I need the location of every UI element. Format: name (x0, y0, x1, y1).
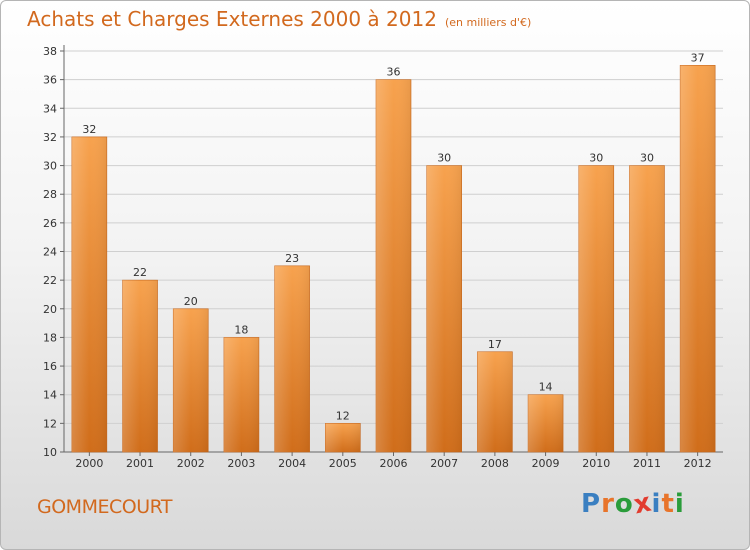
y-tick-label: 16 (43, 360, 57, 373)
logo-letter: i (651, 489, 662, 519)
y-tick-label: 36 (43, 74, 57, 87)
data-label-2005: 12 (336, 409, 350, 422)
logo-letter: i (674, 489, 685, 519)
y-tick-label: 14 (43, 389, 57, 402)
commune-name: GOMMECOURT (37, 496, 173, 518)
logo-letter: r (601, 489, 615, 519)
x-tick-label: 2005 (329, 457, 357, 470)
y-tick-label: 20 (43, 303, 57, 316)
data-label-2004: 23 (285, 252, 299, 265)
data-label-2011: 30 (640, 152, 654, 165)
x-tick-label: 2001 (126, 457, 154, 470)
bar-shade (223, 337, 259, 452)
bar-shade (376, 79, 411, 453)
x-tick-label: 2000 (75, 457, 103, 470)
logo-letter: o (614, 489, 634, 519)
bar-shade (71, 136, 107, 452)
bar-shade (122, 280, 158, 452)
x-tick-label: 2008 (481, 457, 509, 470)
data-label-2003: 18 (234, 323, 248, 336)
data-label-2000: 32 (82, 123, 96, 136)
bar-shade (274, 265, 310, 452)
y-tick-label: 32 (43, 131, 57, 144)
x-tick-label: 2012 (684, 457, 712, 470)
bar-shade (629, 165, 665, 453)
y-tick-label: 24 (43, 246, 57, 259)
data-label-2008: 17 (488, 338, 502, 351)
data-label-2010: 30 (589, 152, 603, 165)
proxiti-logo: Proxiti (581, 487, 685, 520)
data-label-2001: 22 (133, 266, 147, 279)
data-label-2006: 36 (387, 66, 401, 79)
bar-shade (173, 308, 209, 452)
y-tick-label: 34 (43, 102, 57, 115)
chart-title-unit: (en milliers d'€) (444, 16, 532, 29)
bar-shade (426, 165, 462, 453)
bar-shade (325, 423, 361, 452)
y-tick-label: 30 (43, 160, 57, 173)
x-tick-label: 2007 (430, 457, 458, 470)
y-tick-label: 38 (43, 45, 57, 58)
y-tick-label: 28 (43, 188, 57, 201)
x-tick-label: 2003 (227, 457, 255, 470)
logo-letter: P (581, 489, 602, 519)
x-tick-label: 2010 (582, 457, 610, 470)
data-label-2012: 37 (691, 51, 705, 64)
bars (71, 65, 716, 453)
bar-shade (477, 351, 513, 452)
x-tick-label: 2006 (380, 457, 408, 470)
x-tick-label: 2009 (532, 457, 560, 470)
bar-shade (680, 65, 716, 453)
x-tick-label: 2011 (633, 457, 661, 470)
y-tick-label: 18 (43, 331, 57, 344)
y-tick-label: 10 (43, 446, 57, 459)
bar-shade (578, 165, 614, 453)
y-tick-label: 22 (43, 274, 57, 287)
chart-title: Achats et Charges Externes 2000 à 2012 (e… (27, 7, 531, 31)
chart-title-main: Achats et Charges Externes 2000 à 2012 (27, 7, 437, 31)
y-tick-label: 12 (43, 417, 57, 430)
data-label-2009: 14 (539, 381, 553, 394)
bar-shade (528, 394, 564, 452)
data-label-2002: 20 (184, 295, 198, 308)
data-labels: 32 22 20 18 23 12 36 30 17 14 30 30 37 (82, 51, 704, 422)
logo-letter: t (661, 489, 675, 519)
x-tick-label: 2002 (177, 457, 205, 470)
x-tick-label: 2004 (278, 457, 306, 470)
y-tick-label: 26 (43, 217, 57, 230)
data-label-2007: 30 (437, 152, 451, 165)
